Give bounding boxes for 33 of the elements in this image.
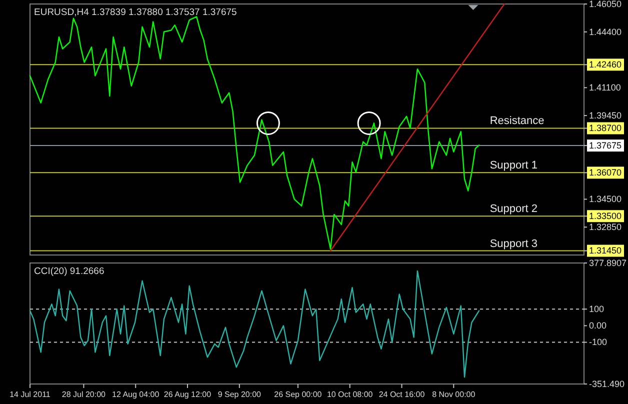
y-tick-label: 1.34500: [589, 194, 622, 204]
y-tick-label: 1.33500: [589, 211, 622, 222]
y-tick-label: 1.46050: [589, 0, 622, 9]
x-tick-label: 9 Sep 20:00: [218, 390, 262, 399]
x-tick-label: 14 Jul 2011: [10, 390, 51, 399]
chart-title: CCI(20) 91.2666: [34, 266, 104, 277]
y-tick-label: 1.42460: [589, 60, 622, 70]
ref-line-label: Resistance: [490, 115, 544, 128]
x-tick-label: 10 Oct 08:00: [326, 390, 374, 399]
x-tick-label: 8 Nov 00:00: [432, 390, 476, 399]
ref-line-label: Support 3: [490, 238, 538, 250]
x-tick-label: 26 Aug 12:00: [164, 390, 212, 399]
y-tick-label: 100: [589, 304, 604, 314]
y-tick-label: 377.8907: [589, 258, 627, 268]
chart-title: EURUSD,H4 1.37839 1.37880 1.37537 1.37675: [34, 7, 237, 18]
ref-line-label: Support 2: [490, 203, 538, 216]
y-tick-label: 1.38700: [589, 123, 622, 134]
y-tick-label: 1.31450: [589, 246, 622, 256]
line-series: [29, 16, 480, 250]
y-tick-label: -351.490: [589, 378, 625, 389]
ref-line-label: Support 1: [490, 160, 538, 172]
y-tick-label: 0.00: [589, 320, 607, 331]
y-tick-label: 1.44400: [589, 26, 622, 37]
x-tick-label: 24 Oct 16:00: [378, 390, 426, 399]
y-tick-label: 1.41100: [589, 82, 621, 93]
y-tick-label: -100: [589, 337, 608, 348]
x-tick-label: 12 Aug 04:00: [112, 390, 160, 399]
x-tick-label: 26 Sep 00:00: [274, 390, 322, 399]
x-tick-label: 28 Jul 20:00: [62, 390, 106, 399]
y-tick-label: 1.37675: [589, 140, 622, 151]
y-tick-label: 1.32850: [589, 222, 622, 232]
y-tick-label: 1.36070: [589, 168, 622, 178]
y-tick-label: 1.39450: [589, 110, 622, 121]
